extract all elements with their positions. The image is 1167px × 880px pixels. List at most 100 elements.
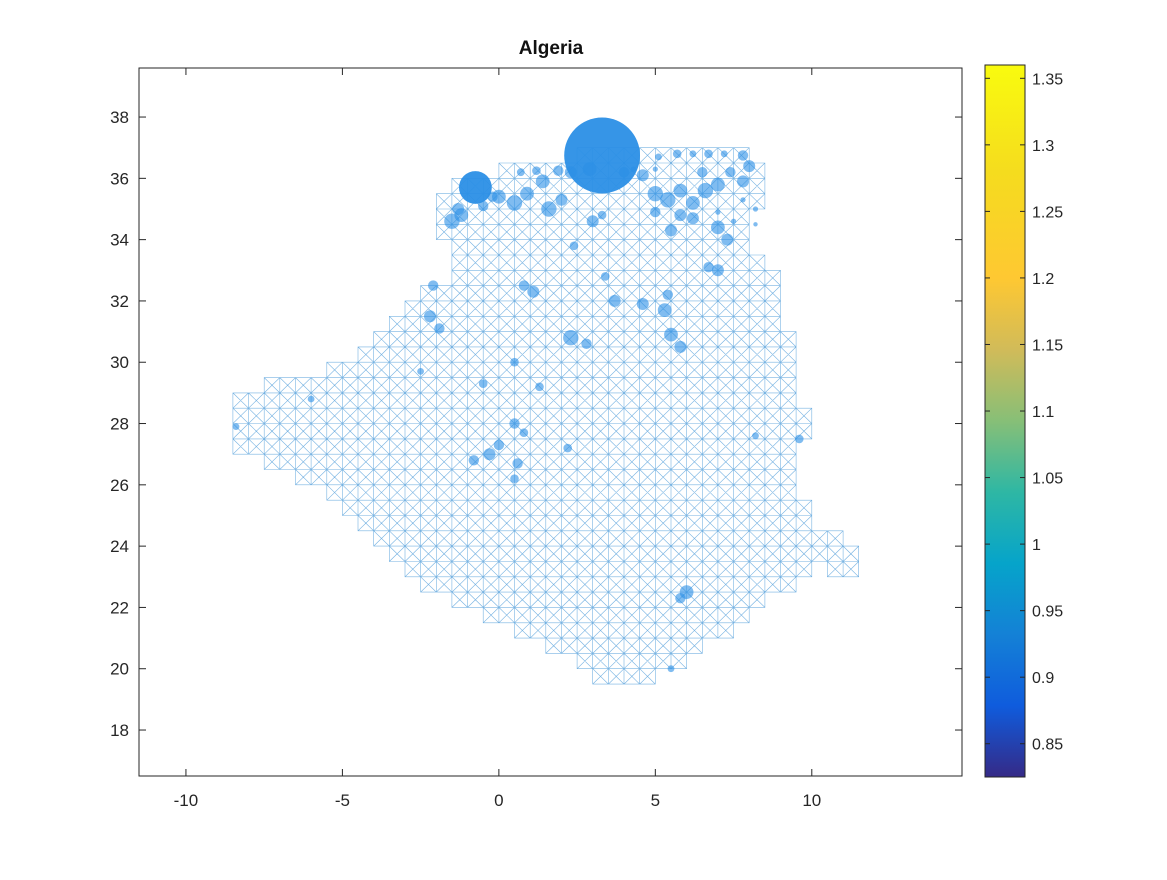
- data-point: [519, 428, 529, 438]
- data-point: [655, 153, 662, 161]
- data-point: [743, 160, 756, 173]
- y-tick-label: 20: [110, 660, 129, 679]
- data-point: [674, 209, 687, 222]
- mesh-grid: [232, 147, 859, 685]
- data-point: [672, 149, 682, 159]
- colorbar-tick-label: 0.95: [1032, 604, 1063, 621]
- data-point: [478, 379, 488, 389]
- data-point: [478, 200, 489, 212]
- data-point: [487, 191, 498, 202]
- x-tick-label: -5: [335, 791, 350, 810]
- colorbar-tick-label: 1.3: [1032, 138, 1054, 155]
- y-tick-label: 22: [110, 598, 129, 617]
- x-axis: -10 -5 0 5 10: [174, 68, 821, 810]
- data-point: [459, 171, 492, 204]
- colorbar: [984, 64, 1026, 778]
- data-point: [711, 177, 725, 192]
- data-point: [532, 166, 541, 175]
- colorbar-tick-label: 1: [1032, 537, 1041, 554]
- x-tick-label: 5: [651, 791, 660, 810]
- data-point: [647, 186, 663, 202]
- plot-frame: [138, 67, 963, 777]
- y-tick-label: 38: [110, 108, 129, 127]
- data-point: [752, 206, 759, 212]
- data-point: [697, 167, 708, 178]
- y-tick-label: 28: [110, 415, 129, 434]
- data-point: [697, 182, 714, 199]
- data-point: [582, 162, 597, 177]
- data-point: [510, 357, 519, 367]
- data-point: [518, 280, 530, 291]
- data-point: [618, 167, 630, 178]
- y-tick-label: 34: [110, 231, 129, 250]
- mesh-layer: [232, 147, 859, 685]
- data-point: [569, 241, 579, 251]
- data-point: [704, 149, 713, 159]
- data-point: [795, 434, 804, 444]
- data-point: [483, 448, 496, 461]
- data-point: [689, 150, 697, 158]
- y-tick-label: 24: [110, 537, 129, 556]
- data-point: [703, 262, 714, 273]
- colorbar-tick-label: 1.35: [1032, 71, 1063, 88]
- data-point: [581, 338, 592, 349]
- data-point: [510, 474, 519, 484]
- data-point: [752, 432, 759, 440]
- point-layer: [232, 117, 804, 673]
- data-point: [636, 169, 649, 182]
- data-point: [650, 206, 661, 218]
- colorbar-tick-label: 1.2: [1032, 271, 1054, 288]
- colorbar-tick-label: 0.9: [1032, 670, 1054, 687]
- x-tick-label: 0: [494, 791, 503, 810]
- data-point: [608, 294, 621, 307]
- x-tick-label: -10: [174, 791, 199, 810]
- data-point: [711, 264, 724, 277]
- data-point: [535, 382, 544, 392]
- data-point: [737, 150, 749, 161]
- data-point: [535, 174, 550, 189]
- data-point: [686, 212, 699, 225]
- data-point: [417, 368, 424, 375]
- colorbar-tick-label: 1.25: [1032, 204, 1063, 221]
- colorbar-tick-label: 1.05: [1032, 471, 1063, 488]
- data-point: [667, 665, 675, 673]
- data-point: [493, 439, 505, 451]
- data-point: [652, 166, 658, 172]
- data-point: [586, 215, 599, 228]
- data-point: [660, 192, 676, 208]
- y-axis: 18 20 22 24 26 28 30 32 34 36 38: [110, 108, 962, 740]
- data-point: [715, 209, 721, 215]
- plot-area: [139, 68, 962, 776]
- data-point: [563, 443, 572, 453]
- data-point: [232, 423, 240, 430]
- data-point: [512, 458, 523, 469]
- data-point: [555, 193, 568, 206]
- colorbar-tick-label: 1.15: [1032, 337, 1063, 354]
- data-point: [753, 222, 758, 227]
- colorbar-tick-label: 1.1: [1032, 404, 1054, 421]
- data-point: [428, 280, 439, 291]
- data-point: [520, 186, 534, 201]
- data-point: [731, 218, 737, 224]
- data-point: [434, 323, 445, 334]
- y-tick-label: 26: [110, 476, 129, 495]
- data-point: [664, 327, 678, 342]
- data-point: [673, 183, 688, 198]
- data-point: [564, 166, 577, 179]
- data-point: [725, 167, 736, 178]
- data-point: [452, 203, 465, 215]
- y-tick-label: 36: [110, 169, 129, 188]
- x-tick-label: 10: [802, 791, 821, 810]
- y-tick-label: 32: [110, 292, 129, 311]
- data-point: [740, 197, 746, 203]
- data-point: [541, 201, 557, 217]
- data-point: [721, 233, 734, 246]
- data-point: [630, 166, 637, 172]
- data-point: [674, 340, 687, 353]
- chart-title: Algeria: [518, 38, 584, 59]
- data-point: [527, 285, 540, 298]
- data-point: [686, 196, 700, 210]
- data-point: [553, 165, 564, 176]
